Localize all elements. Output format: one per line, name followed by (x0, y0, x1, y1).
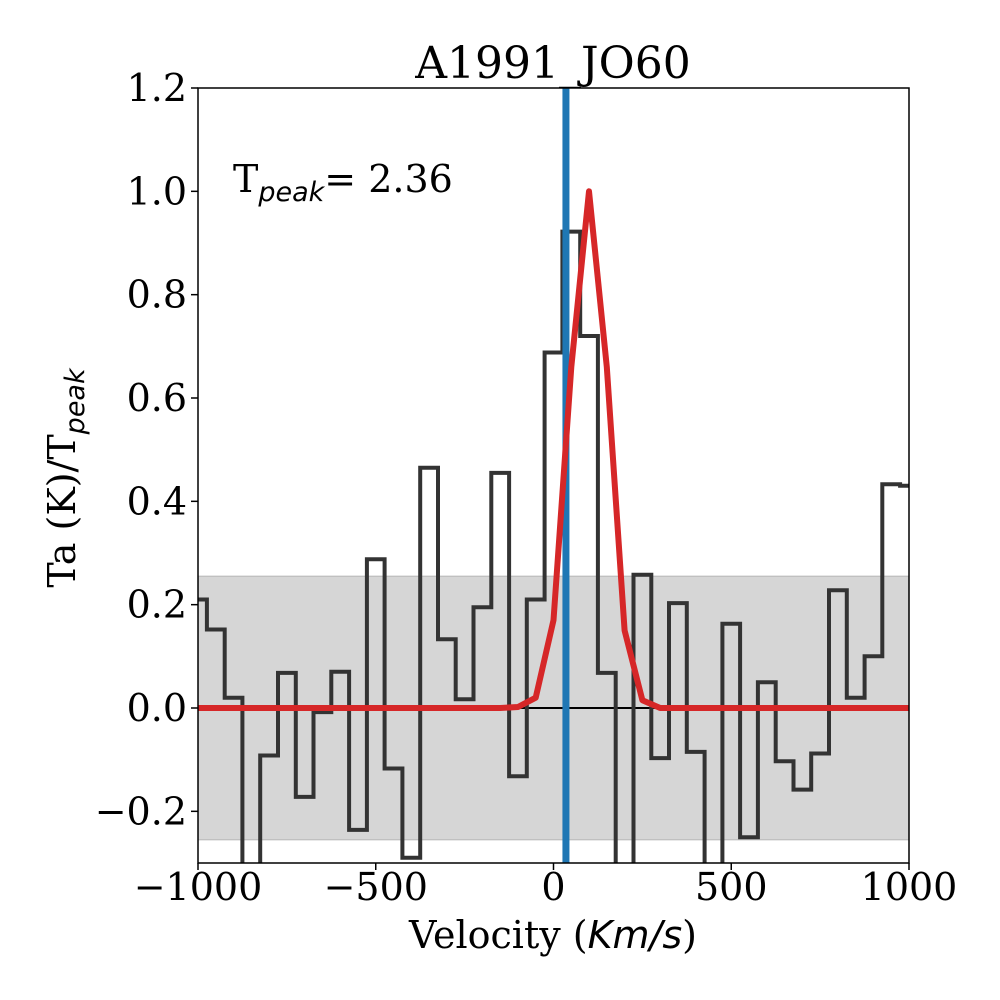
y-tick-label: 0.4 (127, 479, 187, 523)
y-axis-label: Ta (K)/Tpeak (40, 367, 91, 588)
x-axis-label-main: Velocity ( (408, 913, 588, 957)
y-tick-label: 1.2 (127, 66, 187, 110)
x-axis-label-unit: Km/s (588, 913, 683, 957)
gaussian-fit-line (198, 188, 909, 711)
y-tick-label: 0.8 (127, 273, 187, 317)
x-axis-label-close: ) (682, 913, 697, 957)
y-tick-label: −0.2 (95, 789, 187, 833)
axes: −1000 −500 0 500 1000 −0.2 0.0 0.2 0.4 0.6 0.8 1.0 1… (95, 66, 958, 909)
x-tick-label: −500 (324, 865, 428, 909)
chart-title: A1991_JO60 (414, 38, 690, 89)
x-tick-label: 0 (541, 865, 565, 909)
peak-annotation-label: T (233, 157, 258, 201)
y-tick-label: 1.0 (127, 169, 187, 213)
x-tick-label: 500 (695, 865, 768, 909)
y-tick-label: 0.0 (127, 686, 187, 730)
y-axis-label-main: Ta (K)/T (40, 434, 84, 587)
x-tick-label: −1000 (134, 865, 263, 909)
y-tick-label: 0.6 (127, 376, 187, 420)
x-axis-label: Velocity (Km/s) (408, 913, 697, 957)
spectrum-line (198, 229, 909, 863)
peak-annotation: Tpeak= 2.36 (233, 157, 453, 208)
y-axis-label-sub: peak (60, 367, 91, 435)
y-tick-label: 0.2 (127, 583, 187, 627)
peak-annotation-sub: peak (257, 177, 325, 208)
plot-series-group (198, 88, 909, 863)
peak-annotation-value: = 2.36 (324, 157, 453, 201)
x-tick-label: 1000 (861, 865, 958, 909)
plot-area (198, 88, 909, 863)
